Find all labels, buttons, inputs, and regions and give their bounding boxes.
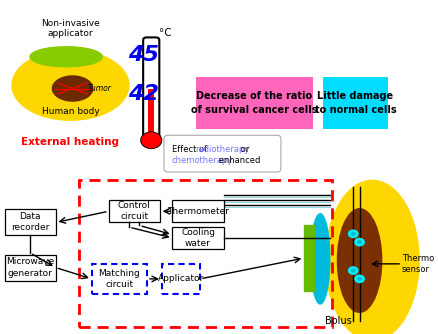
Bar [109,200,159,222]
Text: 45: 45 [127,45,159,65]
Text: Human body: Human body [42,108,99,116]
Bar [4,209,56,235]
Ellipse shape [337,209,381,312]
Bar [92,264,147,294]
Circle shape [141,133,160,148]
Text: Data
recorder: Data recorder [11,212,49,232]
Bar [172,227,223,249]
Ellipse shape [310,214,329,304]
Bar [162,264,200,294]
Text: or: or [237,145,248,154]
Bar [195,77,312,129]
Circle shape [354,275,364,283]
Text: Effect of: Effect of [171,145,209,154]
Text: Applicator: Applicator [158,275,204,283]
Text: Control
circuit: Control circuit [117,201,150,221]
Text: enhanced: enhanced [216,156,260,165]
Bar [4,255,56,281]
Text: Cooling
water: Cooling water [180,228,215,248]
Text: Non-invasive
applicator: Non-invasive applicator [41,19,99,38]
FancyBboxPatch shape [143,37,159,141]
FancyBboxPatch shape [164,135,280,172]
Text: °C: °C [159,28,171,38]
Text: Thermo
sensor: Thermo sensor [401,254,433,274]
Text: Microwave
generator: Microwave generator [6,258,54,278]
Text: Decrease of the ratio
of survival cancer cells: Decrease of the ratio of survival cancer… [191,91,317,115]
Bar [304,225,313,291]
Bar [322,77,388,129]
Text: chemotherapy: chemotherapy [171,156,233,165]
Ellipse shape [325,180,418,334]
Text: Tumor: Tumor [87,84,111,93]
Text: radiotherapy: radiotherapy [194,145,249,154]
Ellipse shape [12,50,129,120]
Ellipse shape [30,47,102,67]
Circle shape [357,278,360,280]
Circle shape [351,269,354,272]
Circle shape [348,230,357,237]
Ellipse shape [52,76,92,101]
Text: Matching
circuit: Matching circuit [98,269,140,289]
Circle shape [348,267,357,274]
Bar [79,180,331,327]
Text: Bolus: Bolus [324,316,351,326]
Text: External heating: External heating [21,137,119,147]
Text: 42: 42 [127,84,159,104]
Bar [172,200,223,222]
Circle shape [351,232,354,235]
Text: Little damage
to normal cells: Little damage to normal cells [314,91,396,115]
Text: Thermometer: Thermometer [166,207,229,216]
Bar [148,89,154,132]
Circle shape [354,238,364,246]
Circle shape [357,241,360,243]
